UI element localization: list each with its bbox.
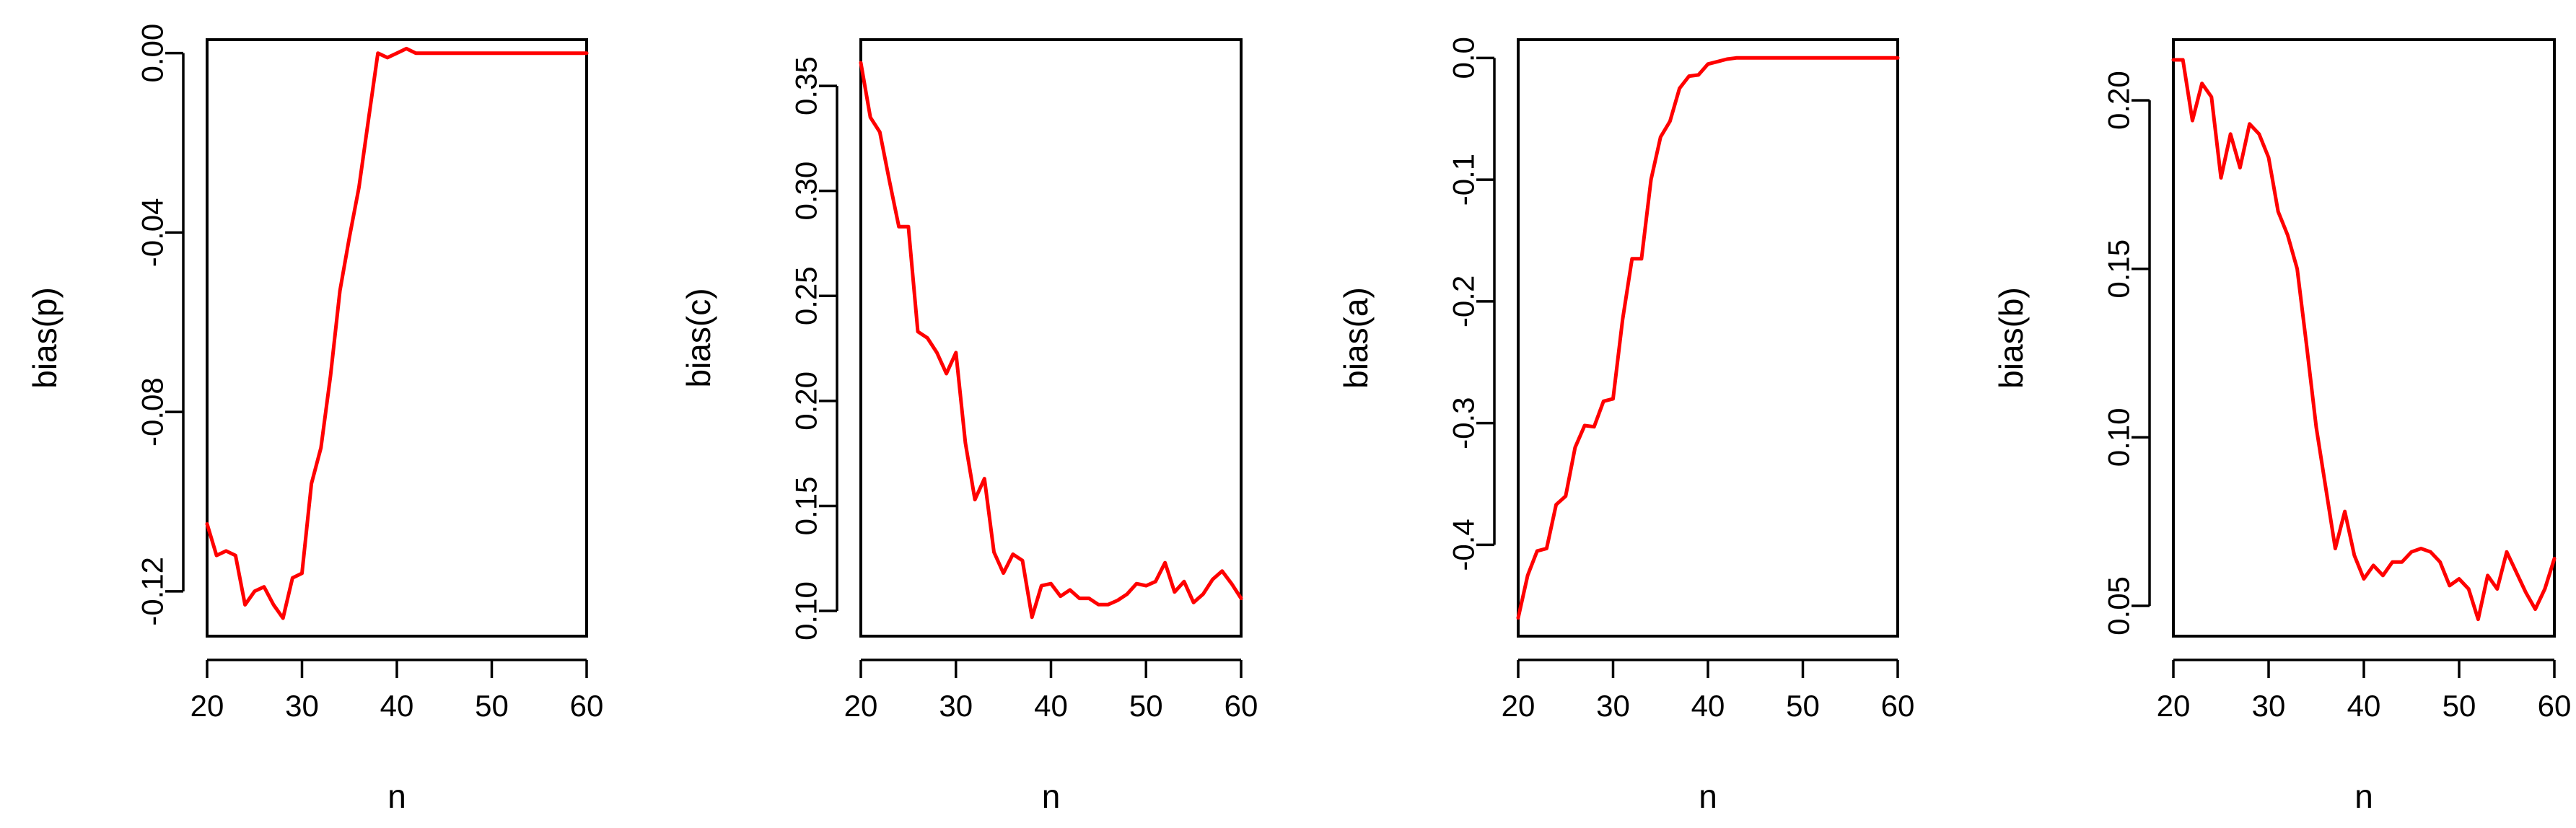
x-axis-title: n xyxy=(2354,778,2373,815)
y-tick-label: 0.15 xyxy=(2102,239,2136,299)
x-tick-label: 60 xyxy=(1225,689,1258,723)
x-axis-title: n xyxy=(1042,778,1061,815)
y-tick-label: 0.30 xyxy=(789,162,823,221)
chart-panel-4: 20 30 40 50 60 0.05 0.10 0.15 0.20 n bias(b) xyxy=(1992,38,2572,815)
y-tick-label: 0.10 xyxy=(789,581,823,640)
x-tick-label: 50 xyxy=(475,689,509,723)
y-tick-label: 0.20 xyxy=(2102,71,2136,130)
x-tick-label: 40 xyxy=(2347,689,2381,723)
x-tick-label: 50 xyxy=(1786,689,1820,723)
y-tick-label: -0.12 xyxy=(136,557,170,626)
y-tick-label: -0.3 xyxy=(1447,397,1481,449)
y-tick-label: -0.1 xyxy=(1447,154,1481,206)
plot-frame xyxy=(2172,38,2556,638)
y-axis-title: bias(b) xyxy=(1992,287,2030,389)
x-tick-label: 50 xyxy=(1129,689,1163,723)
chart-panel-3: 20 30 40 50 60 -0.4 -0.3 -0.2 -0.1 0.0 n bias(a) xyxy=(1337,37,1914,815)
y-tick-label: 0.10 xyxy=(2102,408,2136,467)
y-tick-label: -0.04 xyxy=(136,198,170,268)
y-tick-label: 0.05 xyxy=(2102,576,2136,635)
y-tick-label: 0.35 xyxy=(789,56,823,115)
x-tick-label: 30 xyxy=(1596,689,1630,723)
y-axis-title: bias(p) xyxy=(26,287,63,389)
x-tick-label: 60 xyxy=(1881,689,1915,723)
chart-panel-2: 20 30 40 50 60 0.10 0.15 0.20 0.25 0.30 0.35 n bias(… xyxy=(680,38,1258,815)
y-tick-label: 0.25 xyxy=(789,266,823,325)
y-axis-title: bias(a) xyxy=(1337,287,1375,389)
y-tick-label: 0.0 xyxy=(1447,37,1481,79)
x-tick-label: 40 xyxy=(380,689,414,723)
y-tick-label: -0.4 xyxy=(1447,519,1481,571)
x-tick-label: 30 xyxy=(2252,689,2286,723)
x-tick-label: 40 xyxy=(1691,689,1725,723)
plot-frame xyxy=(859,38,1243,638)
x-tick-label: 60 xyxy=(2538,689,2572,723)
y-tick-label: 0.15 xyxy=(789,477,823,536)
x-tick-label: 20 xyxy=(844,689,878,723)
chart-panel-1: 20 30 40 50 60 -0.12 -0.08 -0.04 0.00 n bias(p) xyxy=(26,24,603,815)
y-tick-label: 0.00 xyxy=(136,24,170,83)
plot-frame xyxy=(206,38,588,638)
y-tick-label: -0.2 xyxy=(1447,276,1481,327)
y-tick-label: 0.20 xyxy=(789,371,823,431)
series-line xyxy=(859,61,1243,620)
plot-frame xyxy=(1517,38,1899,638)
x-tick-label: 30 xyxy=(285,689,319,723)
x-tick-label: 40 xyxy=(1034,689,1068,723)
series-line xyxy=(205,46,589,620)
series-line xyxy=(1516,56,1900,620)
x-tick-label: 20 xyxy=(2157,689,2191,723)
x-tick-label: 60 xyxy=(570,689,604,723)
y-axis-title: bias(c) xyxy=(680,288,717,387)
x-tick-label: 20 xyxy=(190,689,224,723)
x-axis-title: n xyxy=(387,778,406,815)
series-line xyxy=(2171,58,2557,622)
x-tick-label: 20 xyxy=(1502,689,1535,723)
y-tick-label: -0.08 xyxy=(136,377,170,446)
x-tick-label: 50 xyxy=(2443,689,2476,723)
x-axis-title: n xyxy=(1699,778,1717,815)
x-tick-label: 30 xyxy=(939,689,973,723)
